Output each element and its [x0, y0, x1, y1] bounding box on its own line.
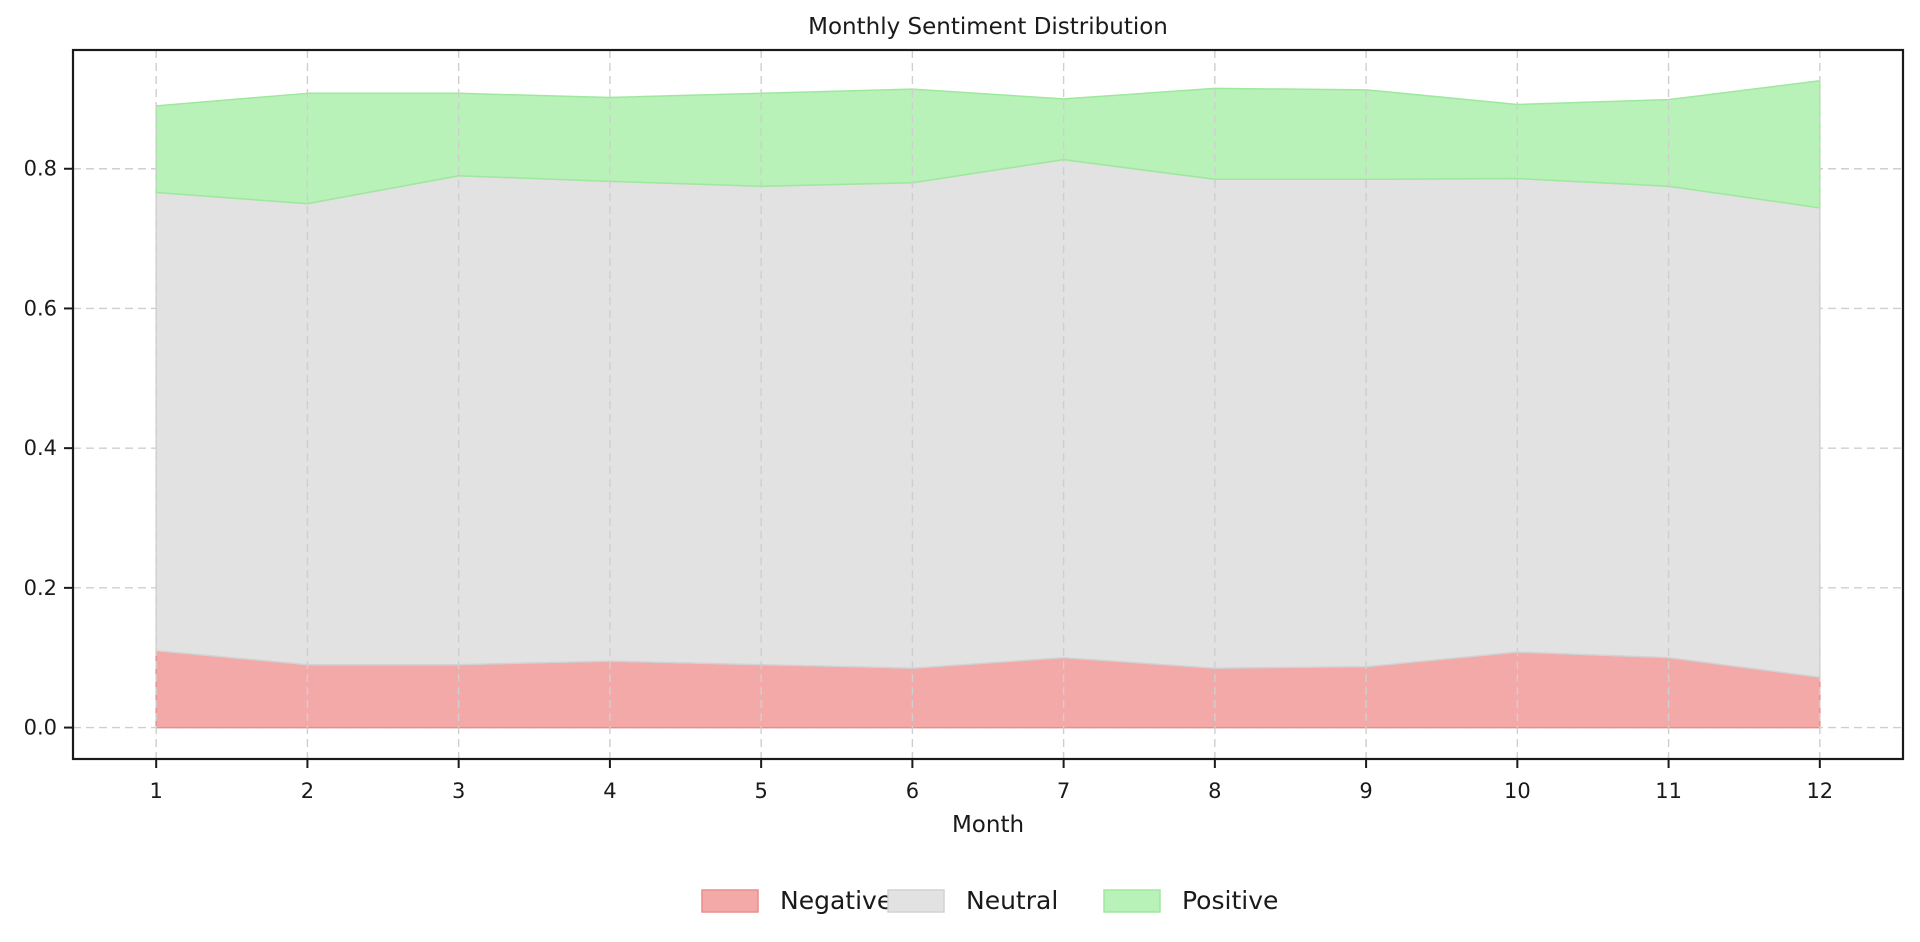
x-tick-label: 4	[603, 779, 616, 803]
area-series-neutral	[155, 158, 1821, 679]
legend-item-positive: Positive	[1103, 886, 1278, 915]
x-tick-label: 12	[1806, 779, 1833, 803]
x-tick-label: 11	[1655, 779, 1682, 803]
x-tick-label: 2	[301, 779, 314, 803]
x-axis-label: Month	[952, 812, 1024, 838]
area-layer	[155, 79, 1821, 729]
x-tick-label: 8	[1208, 779, 1221, 803]
legend-label: Neutral	[966, 886, 1058, 915]
y-tick-label: 0.2	[24, 576, 57, 600]
legend-item-neutral: Neutral	[887, 886, 1058, 915]
legend-label: Positive	[1182, 886, 1278, 915]
legend-swatch	[887, 889, 945, 913]
x-tick-label: 1	[149, 779, 162, 803]
x-tick-label: 7	[1057, 779, 1070, 803]
y-tick-label: 0.0	[24, 716, 57, 740]
plot-frame	[71, 48, 1905, 761]
y-tick-label: 0.4	[24, 436, 57, 460]
y-tick-label: 0.8	[24, 157, 57, 181]
chart-title: Monthly Sentiment Distribution	[808, 14, 1168, 40]
x-tick-label: 9	[1359, 779, 1372, 803]
legend-swatch	[701, 889, 759, 913]
x-grid-layer	[155, 50, 1821, 759]
y-axis-ticks: 0.0 0.2 0.4 0.6 0.8	[24, 157, 73, 740]
x-axis-ticks: 1 2 3 4 5 6 7 8 9 10 11 12	[149, 759, 1833, 803]
x-tick-label: 3	[452, 779, 465, 803]
legend: Negative Neutral Positive	[701, 886, 1278, 915]
x-tick-label: 6	[906, 779, 919, 803]
x-tick-label: 5	[754, 779, 767, 803]
legend-item-negative: Negative	[701, 886, 892, 915]
legend-swatch	[1103, 889, 1161, 913]
x-tick-label: 10	[1504, 779, 1531, 803]
legend-label: Negative	[780, 886, 892, 915]
y-tick-label: 0.6	[24, 296, 57, 320]
